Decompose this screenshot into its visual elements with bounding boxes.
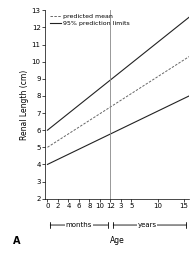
Legend: predicted mean, 95% prediction limits: predicted mean, 95% prediction limits	[49, 13, 130, 27]
Y-axis label: Renal Length (cm): Renal Length (cm)	[20, 69, 29, 140]
Text: months: months	[66, 222, 92, 228]
Text: Age: Age	[110, 236, 124, 245]
Text: years: years	[138, 222, 157, 228]
Text: A: A	[13, 236, 21, 246]
